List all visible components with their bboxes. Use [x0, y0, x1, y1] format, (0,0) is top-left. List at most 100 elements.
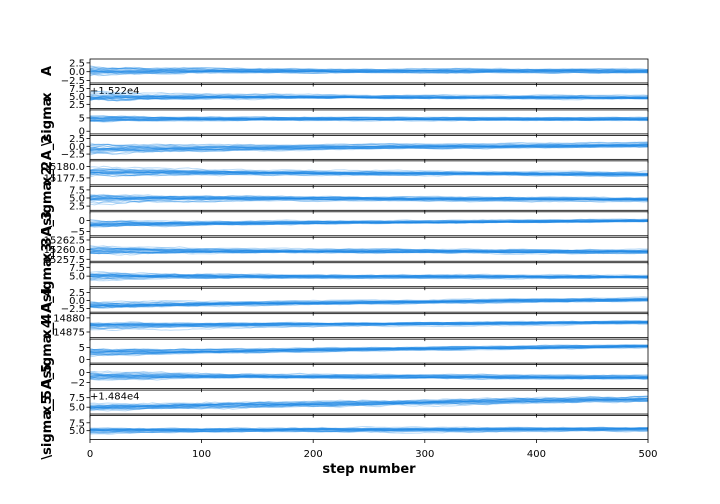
walker-line	[90, 197, 648, 202]
walker-line	[90, 373, 648, 379]
walker-line	[90, 196, 648, 201]
walker-line	[90, 271, 648, 277]
walker-line	[90, 68, 648, 73]
walker-line	[90, 272, 648, 278]
walker-line	[90, 117, 648, 122]
walker-line	[90, 344, 648, 354]
walker-line	[90, 299, 648, 308]
y-tick-label: 5	[79, 113, 85, 124]
panel-frame	[89, 134, 649, 160]
walker-line	[90, 275, 648, 280]
walker-line	[90, 246, 648, 253]
walker-line	[90, 345, 648, 355]
walker-line	[90, 218, 648, 224]
walker-line	[90, 115, 648, 120]
y-tick-label: 0.0	[69, 296, 85, 307]
walker-line	[90, 194, 648, 200]
walker-line	[90, 219, 648, 226]
y-tick-label: 5.0	[69, 193, 85, 204]
walker-line	[90, 94, 648, 99]
walker-line	[90, 219, 648, 225]
x-tick-label: 300	[415, 449, 434, 460]
walker-line	[90, 94, 648, 98]
y-axis-label: x_5	[40, 390, 55, 414]
walker-line	[90, 298, 648, 306]
walker-line	[90, 169, 648, 176]
y-axis-label: x	[40, 92, 55, 101]
y-tick-label: 0.0	[69, 142, 85, 153]
walker-line	[90, 344, 648, 352]
walker-line	[90, 219, 648, 227]
walker-line	[90, 320, 648, 327]
walker-line	[90, 145, 648, 153]
walker-line	[90, 220, 648, 227]
walker-line	[90, 71, 648, 77]
panel-frame	[89, 415, 649, 440]
walker-line	[90, 143, 648, 150]
walker-line	[90, 248, 648, 253]
walker-line	[90, 397, 648, 408]
walker-line	[90, 220, 648, 227]
walker-line	[90, 96, 648, 100]
walker-line	[90, 118, 648, 122]
walker-line	[90, 171, 648, 176]
trace-panel: 05\sigma_4	[40, 319, 649, 383]
y-tick-label: 15262.5	[44, 235, 85, 246]
walker-line	[90, 117, 648, 121]
y-tick-label: 15257.5	[44, 255, 85, 266]
walker-line	[90, 219, 648, 225]
y-tick-label: 0	[79, 216, 85, 227]
walker-line	[90, 246, 648, 252]
walker-line	[90, 117, 648, 121]
x-tick-label: 200	[304, 449, 323, 460]
walker-lines	[90, 165, 648, 178]
walker-line	[90, 145, 648, 156]
walker-line	[90, 298, 648, 307]
walker-line	[90, 297, 648, 305]
walker-line	[90, 426, 648, 431]
walker-line	[90, 399, 648, 411]
walker-line	[90, 322, 648, 330]
walker-line	[90, 347, 648, 358]
walker-line	[90, 429, 648, 434]
walker-line	[90, 197, 648, 203]
y-tick-label: −2.5	[61, 76, 85, 87]
walker-line	[90, 274, 648, 279]
walker-line	[90, 427, 648, 432]
walker-line	[90, 320, 648, 326]
walker-line	[90, 118, 648, 123]
walker-line	[90, 321, 648, 328]
walker-line	[90, 117, 648, 122]
walker-line	[90, 172, 648, 177]
walker-line	[90, 344, 648, 352]
walker-line	[90, 96, 648, 101]
walker-lines	[90, 245, 648, 256]
walker-line	[90, 346, 648, 357]
walker-line	[90, 194, 648, 199]
walker-line	[90, 321, 648, 326]
walker-line	[90, 195, 648, 201]
panel-frame	[89, 338, 649, 364]
walker-line	[90, 69, 648, 74]
walker-line	[90, 145, 648, 154]
walker-line	[90, 196, 648, 201]
walker-lines	[90, 218, 648, 228]
walker-line	[90, 345, 648, 356]
walker-line	[90, 171, 648, 176]
walker-line	[90, 400, 648, 411]
walker-line	[90, 170, 648, 176]
walker-line	[90, 272, 648, 278]
walker-line	[90, 219, 648, 227]
walker-line	[90, 145, 648, 151]
walker-line	[90, 299, 648, 308]
walker-line	[90, 299, 648, 309]
walker-line	[90, 375, 648, 379]
y-tick-label: 2.5	[69, 202, 85, 213]
walker-line	[90, 250, 648, 255]
walker-line	[90, 300, 648, 309]
walker-line	[90, 248, 648, 253]
walker-line	[90, 276, 648, 281]
walker-line	[90, 169, 648, 176]
